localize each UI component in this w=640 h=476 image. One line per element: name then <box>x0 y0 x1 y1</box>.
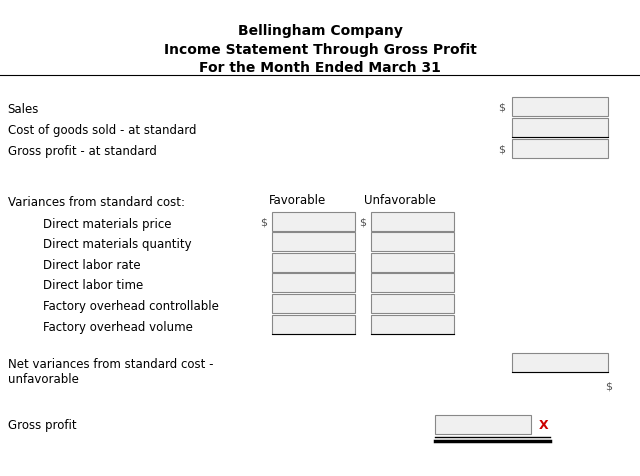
Text: For the Month Ended March 31: For the Month Ended March 31 <box>199 61 441 75</box>
Text: Bellingham Company: Bellingham Company <box>237 24 403 38</box>
FancyBboxPatch shape <box>435 415 531 434</box>
Text: Factory overhead controllable: Factory overhead controllable <box>43 299 219 313</box>
FancyBboxPatch shape <box>371 253 454 272</box>
Text: Direct labor time: Direct labor time <box>43 278 143 292</box>
Text: Variances from standard cost:: Variances from standard cost: <box>8 196 185 209</box>
FancyBboxPatch shape <box>371 274 454 293</box>
Text: Sales: Sales <box>8 103 39 116</box>
Text: Gross profit - at standard: Gross profit - at standard <box>8 145 157 158</box>
FancyBboxPatch shape <box>272 233 355 252</box>
Text: Direct materials quantity: Direct materials quantity <box>43 238 191 251</box>
Text: X: X <box>539 418 548 431</box>
FancyBboxPatch shape <box>272 274 355 293</box>
FancyBboxPatch shape <box>272 315 355 334</box>
Text: Direct labor rate: Direct labor rate <box>43 258 141 271</box>
Text: $: $ <box>605 381 612 390</box>
Text: Favorable: Favorable <box>269 194 326 207</box>
FancyBboxPatch shape <box>512 119 608 138</box>
FancyBboxPatch shape <box>371 315 454 334</box>
FancyBboxPatch shape <box>272 295 355 314</box>
Text: Cost of goods sold - at standard: Cost of goods sold - at standard <box>8 124 196 137</box>
Text: Direct materials price: Direct materials price <box>43 217 172 230</box>
Text: $: $ <box>499 102 506 112</box>
Text: Net variances from standard cost -: Net variances from standard cost - <box>8 357 213 371</box>
Text: $: $ <box>359 217 366 227</box>
FancyBboxPatch shape <box>371 295 454 314</box>
Text: Gross profit: Gross profit <box>8 418 76 431</box>
FancyBboxPatch shape <box>371 212 454 231</box>
FancyBboxPatch shape <box>512 353 608 372</box>
Text: $: $ <box>260 217 267 227</box>
FancyBboxPatch shape <box>512 139 608 159</box>
FancyBboxPatch shape <box>272 253 355 272</box>
Text: Factory overhead volume: Factory overhead volume <box>43 320 193 333</box>
Text: unfavorable: unfavorable <box>8 372 79 385</box>
FancyBboxPatch shape <box>512 98 608 117</box>
Text: Unfavorable: Unfavorable <box>364 194 436 207</box>
Text: Income Statement Through Gross Profit: Income Statement Through Gross Profit <box>164 42 476 57</box>
Text: $: $ <box>499 144 506 154</box>
FancyBboxPatch shape <box>272 212 355 231</box>
FancyBboxPatch shape <box>371 233 454 252</box>
